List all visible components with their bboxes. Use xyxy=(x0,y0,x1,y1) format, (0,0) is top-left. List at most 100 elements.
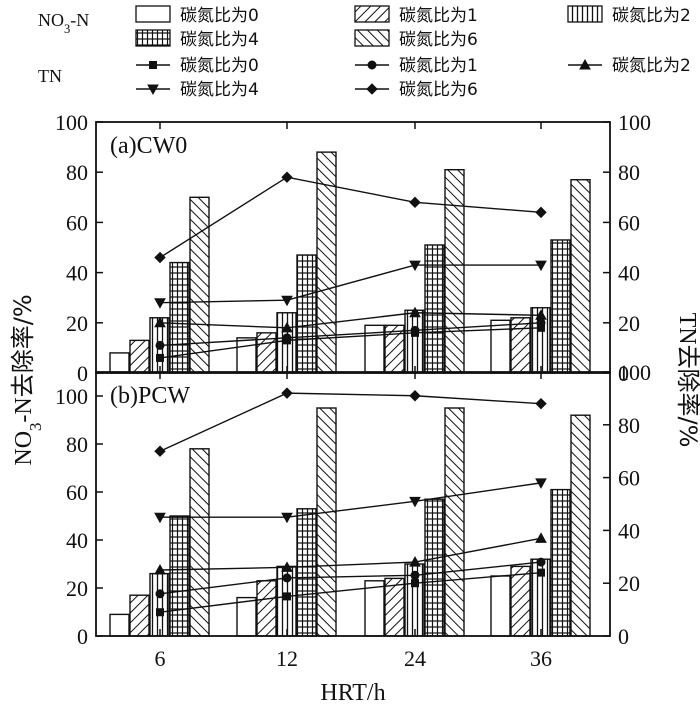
bar-p1-s0-c1 xyxy=(236,596,257,637)
legend-line-label-4: 碳氮比为6 xyxy=(399,80,478,100)
point-p0-s4-c2 xyxy=(409,196,421,209)
panel-label-p1: (b)PCW xyxy=(110,383,190,409)
ytick-label-left-p0-5: 100 xyxy=(55,110,88,135)
point-p1-s0-c0 xyxy=(156,608,164,617)
line-p0-s3 xyxy=(159,264,541,304)
bar-p0-s3-c2 xyxy=(424,244,445,374)
axis-labels: HRT/h NO3-N去除率/% TN去除率/% xyxy=(9,294,700,706)
ytick-label-right-p0-2: 40 xyxy=(618,261,640,286)
bar-p1-s3-c2 xyxy=(424,498,445,637)
ytick-label-left-p0-1: 20 xyxy=(66,311,88,336)
point-p0-s1-c1 xyxy=(282,333,292,343)
bar-p0-s2-c2 xyxy=(404,309,425,374)
bar-p1-s3-c3 xyxy=(550,488,571,637)
point-p1-s4-c3 xyxy=(535,397,547,410)
ytick-label-left-p0-4: 80 xyxy=(66,160,88,185)
point-p0-s3-c1 xyxy=(281,295,293,307)
point-p0-s1-c2 xyxy=(410,325,420,335)
ytick-label-left-p1-3: 60 xyxy=(66,480,88,505)
legend-bar-label-2: 碳氮比为2 xyxy=(612,6,691,26)
legend-line-label-1: 碳氮比为1 xyxy=(399,56,478,76)
point-p1-s3-c0 xyxy=(154,512,166,524)
line-p0-s1 xyxy=(159,322,542,347)
bar-p0-s0-c1 xyxy=(236,337,257,374)
bar-p1-s0-c0 xyxy=(109,613,130,637)
legend-bar-swatch-4 xyxy=(354,29,390,47)
xtick-label-3: 36 xyxy=(530,646,552,671)
bar-p0-s4-c2 xyxy=(444,168,465,374)
point-p1-s3-c1 xyxy=(281,512,293,524)
line-p0-s4 xyxy=(159,176,542,259)
point-p0-s1-c0 xyxy=(155,340,165,350)
xtick-label-1: 12 xyxy=(276,646,298,671)
bar-p0-s1-c0 xyxy=(129,339,150,374)
ytick-label-left-p1-1: 20 xyxy=(66,576,88,601)
bar-p1-s4-c1 xyxy=(316,407,337,637)
bar-p0-s4-c0 xyxy=(189,196,210,374)
ytick-label-left-p1-2: 40 xyxy=(66,528,88,553)
legend-bar-swatch-1 xyxy=(354,5,390,23)
legend-marker-1 xyxy=(367,60,377,70)
legend: NO3-N TN 碳氮比为0 碳氮比为1 碳氮比为2 碳氮比为4 碳氮比为6 碳氮比为0 碳氮比… xyxy=(38,5,691,100)
point-p1-s2-c3 xyxy=(535,532,547,543)
bar-p1-s0-c2 xyxy=(364,580,385,637)
point-p1-s4-c0 xyxy=(154,445,166,457)
bar-p0-s1-c3 xyxy=(510,317,531,374)
point-p1-s1-c0 xyxy=(155,589,165,599)
ytick-label-right-p1-0: 0 xyxy=(618,624,629,649)
ytick-label-right-p1-1: 20 xyxy=(618,571,640,596)
point-p0-s2-c3 xyxy=(535,309,547,320)
plot-frame-p1 xyxy=(95,371,611,637)
bar-p1-s1-c1 xyxy=(256,580,277,637)
point-p0-s3-c3 xyxy=(535,260,547,272)
ytick-label-left-p1-0: 0 xyxy=(77,624,88,649)
bar-p0-s0-c3 xyxy=(490,319,511,374)
point-p1-s0-c2 xyxy=(411,579,419,588)
point-p0-s1-c3 xyxy=(536,318,546,328)
bar-p1-s4-c3 xyxy=(570,414,591,637)
ytick-label-left-p0-3: 60 xyxy=(66,210,88,235)
point-p0-s4-c3 xyxy=(535,206,547,219)
point-p1-s4-c2 xyxy=(409,390,421,402)
ytick-label-right-p1-4: 80 xyxy=(618,413,640,438)
legend-bar-label-0: 碳氮比为0 xyxy=(180,6,259,26)
point-p1-s2-c1 xyxy=(281,561,293,572)
ytick-label-right-p1-3: 60 xyxy=(618,466,640,491)
point-p1-s2-c2 xyxy=(409,556,421,567)
bar-p0-s3-c3 xyxy=(550,239,571,374)
legend-marker-4 xyxy=(366,83,378,95)
point-p1-s1-c3 xyxy=(536,557,546,567)
xtick-label-0: 6 xyxy=(155,646,166,671)
legend-line-label-3: 碳氮比为4 xyxy=(180,80,259,100)
point-p1-s3-c3 xyxy=(535,478,547,489)
bar-p1-s3-c1 xyxy=(296,508,317,637)
y-axis-label-left: NO3-N去除率/% xyxy=(9,294,45,465)
bar-p1-s1-c2 xyxy=(384,577,405,637)
point-p0-s2-c0 xyxy=(154,316,166,328)
point-p0-s4-c0 xyxy=(154,251,166,264)
legend-bar-swatch-0 xyxy=(135,5,171,23)
legend-bar-label-1: 碳氮比为1 xyxy=(399,6,478,26)
point-p1-s4-c1 xyxy=(281,387,293,399)
xtick-label-2: 24 xyxy=(404,646,426,671)
ytick-label-right-p1-2: 40 xyxy=(618,518,640,543)
legend-bar-label-3: 碳氮比为4 xyxy=(180,30,259,50)
line-p1-s2 xyxy=(159,537,542,571)
point-p0-s3-c0 xyxy=(154,298,166,309)
legend-tn-label: TN xyxy=(38,66,62,86)
bar-p0-s3-c1 xyxy=(296,254,317,374)
ytick-label-right-p0-1: 20 xyxy=(618,311,640,336)
legend-line-label-2: 碳氮比为2 xyxy=(612,56,691,76)
bar-p1-s4-c2 xyxy=(444,407,465,637)
line-p1-s3 xyxy=(160,482,542,518)
legend-marker-3 xyxy=(147,84,159,96)
point-p0-s2-c2 xyxy=(409,306,421,318)
bar-p1-s0-c3 xyxy=(490,575,511,637)
bar-p1-s3-c0 xyxy=(169,515,190,637)
bar-p1-s2-c0 xyxy=(149,572,170,637)
point-p0-s0-c0 xyxy=(156,353,164,362)
legend-bar-label-4: 碳氮比为6 xyxy=(399,30,478,50)
